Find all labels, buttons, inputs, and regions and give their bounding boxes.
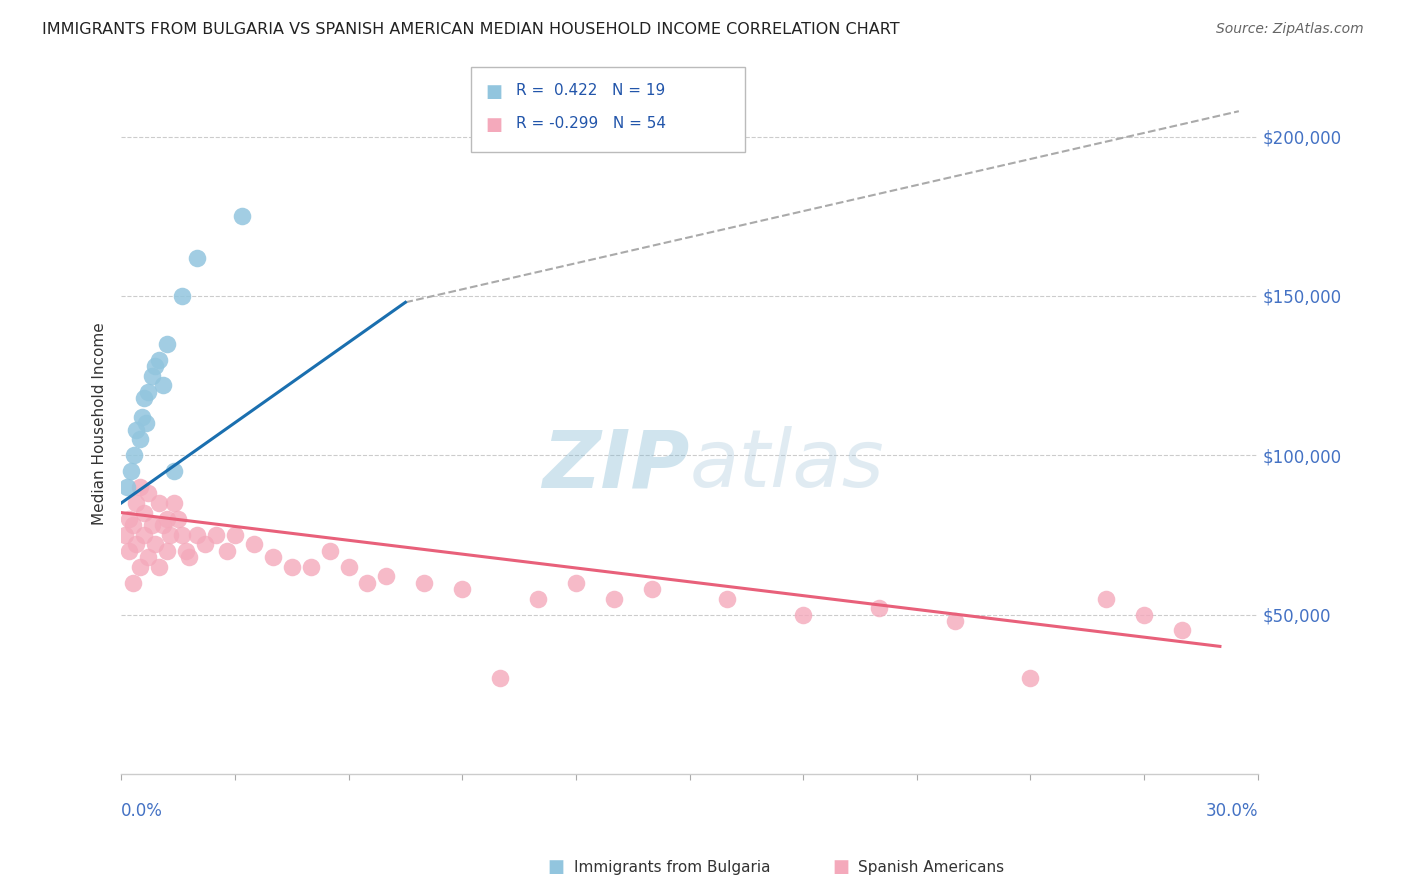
Point <box>170 289 193 303</box>
Point <box>159 528 181 542</box>
Point <box>132 506 155 520</box>
Point <box>716 591 738 606</box>
Point <box>337 559 360 574</box>
Point <box>217 544 239 558</box>
Point <box>121 518 143 533</box>
Text: 0.0%: 0.0% <box>121 802 163 820</box>
Point <box>125 537 148 551</box>
Text: R = -0.299   N = 54: R = -0.299 N = 54 <box>516 116 666 131</box>
Point <box>280 559 302 574</box>
Point <box>163 464 186 478</box>
Point <box>141 368 163 383</box>
Point <box>125 496 148 510</box>
Point <box>489 671 512 685</box>
Point <box>118 544 141 558</box>
Point <box>186 251 208 265</box>
Point <box>152 518 174 533</box>
Point <box>1171 624 1194 638</box>
Point <box>129 480 152 494</box>
Point <box>262 550 284 565</box>
Point <box>231 210 253 224</box>
Point <box>1133 607 1156 622</box>
Point <box>356 575 378 590</box>
Point <box>170 528 193 542</box>
Y-axis label: Median Household Income: Median Household Income <box>93 322 107 524</box>
Point <box>131 410 153 425</box>
Point <box>179 550 201 565</box>
Point <box>167 512 190 526</box>
Point <box>1095 591 1118 606</box>
Point <box>148 352 170 367</box>
Point <box>163 496 186 510</box>
Point <box>115 480 138 494</box>
Point <box>603 591 626 606</box>
Point <box>792 607 814 622</box>
Point <box>125 423 148 437</box>
Point <box>565 575 588 590</box>
Point <box>943 614 966 628</box>
Point <box>413 575 436 590</box>
Point <box>143 359 166 373</box>
Point <box>129 433 152 447</box>
Text: Spanish Americans: Spanish Americans <box>858 860 1004 874</box>
Point <box>193 537 215 551</box>
Point <box>451 582 474 596</box>
Point <box>243 537 266 551</box>
Point <box>868 601 890 615</box>
Text: ■: ■ <box>485 116 502 134</box>
Point <box>129 559 152 574</box>
Point <box>136 550 159 565</box>
Text: atlas: atlas <box>689 426 884 505</box>
Point <box>148 559 170 574</box>
Point <box>141 518 163 533</box>
Text: ■: ■ <box>832 858 849 876</box>
Point <box>299 559 322 574</box>
Point <box>375 569 398 583</box>
Point <box>118 512 141 526</box>
Point <box>136 486 159 500</box>
Point <box>156 336 179 351</box>
Point <box>318 544 340 558</box>
Point <box>148 496 170 510</box>
Point <box>120 464 142 478</box>
Point <box>224 528 246 542</box>
Point <box>1019 671 1042 685</box>
Point <box>152 378 174 392</box>
Point <box>186 528 208 542</box>
Point <box>124 448 146 462</box>
Text: ■: ■ <box>485 83 502 101</box>
Point <box>156 544 179 558</box>
Point <box>174 544 197 558</box>
Text: 30.0%: 30.0% <box>1205 802 1258 820</box>
Point <box>135 417 157 431</box>
Point <box>527 591 550 606</box>
Point <box>143 537 166 551</box>
Text: Source: ZipAtlas.com: Source: ZipAtlas.com <box>1216 22 1364 37</box>
Point <box>205 528 228 542</box>
Point <box>132 391 155 405</box>
Text: IMMIGRANTS FROM BULGARIA VS SPANISH AMERICAN MEDIAN HOUSEHOLD INCOME CORRELATION: IMMIGRANTS FROM BULGARIA VS SPANISH AMER… <box>42 22 900 37</box>
Text: ■: ■ <box>547 858 564 876</box>
Text: ZIP: ZIP <box>543 426 689 505</box>
Point <box>121 575 143 590</box>
Point <box>156 512 179 526</box>
Text: R =  0.422   N = 19: R = 0.422 N = 19 <box>516 83 665 98</box>
Text: Immigrants from Bulgaria: Immigrants from Bulgaria <box>574 860 770 874</box>
Point <box>640 582 662 596</box>
Point <box>114 528 136 542</box>
Point <box>136 384 159 399</box>
Point <box>132 528 155 542</box>
